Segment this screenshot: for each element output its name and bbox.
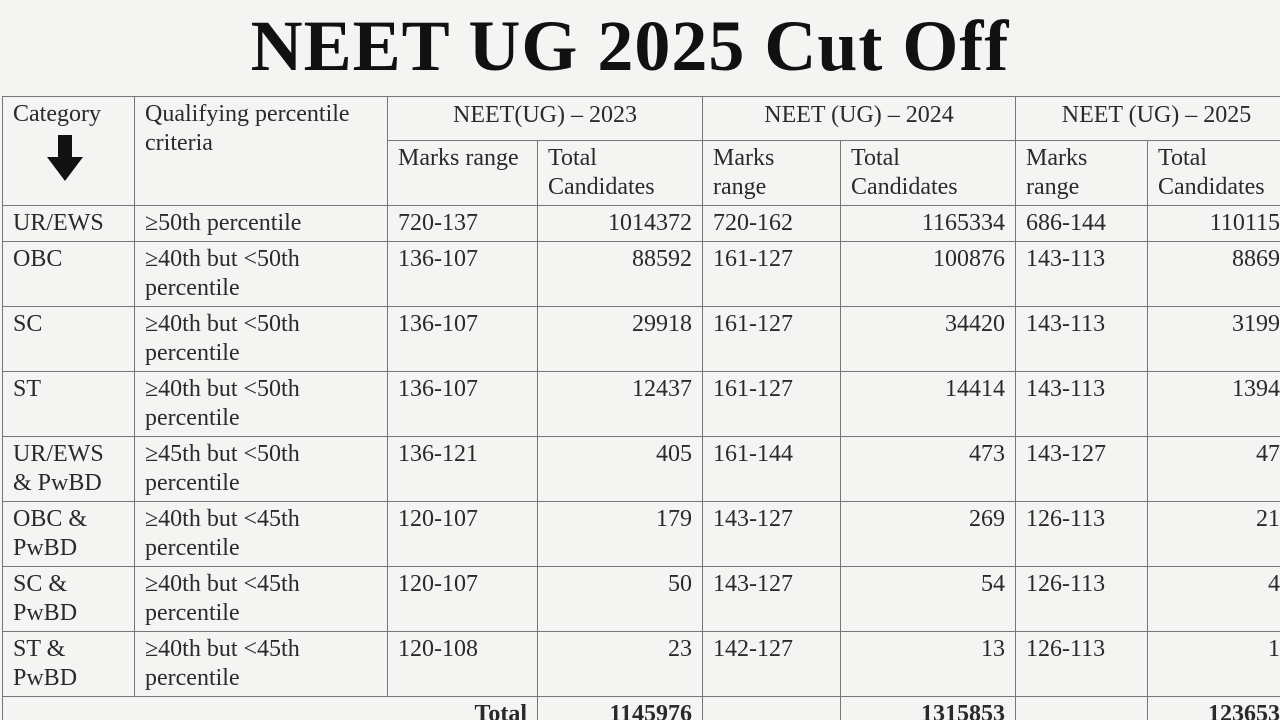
cell: ≥40th but <50th percentile [134,241,388,307]
criteria-header: Qualifying percentile criteria [134,96,388,206]
cell: 161-127 [702,241,841,307]
cell: 100876 [840,241,1016,307]
cell: 126-113 [1015,566,1148,632]
cell: 29918 [537,306,703,372]
cell: UR/EWS & PwBD [2,436,135,502]
subheader-row: Marks range Total Candidates Marks range To… [3,140,1280,206]
data-row: SC & PwBD ≥40th but <45th percentile 120-1… [2,566,1280,632]
data-row: UR/EWS ≥50th percentile 720-137 1014372 720-… [2,205,1280,242]
total-value: 1145976 [537,696,703,720]
cutoff-table: Category Qualifying percentile criteria NE… [2,96,1280,720]
cell: SC [2,306,135,372]
page-title: NEET UG 2025 Cut Off [250,6,1010,86]
cell: 120-108 [387,631,538,697]
cell: 143-113 [1015,241,1148,307]
cell: 34420 [840,306,1016,372]
year-header: NEET(UG) – 2023 [387,96,703,141]
cell: 143-113 [1015,371,1148,437]
cell: 720-162 [702,205,841,242]
cell: 50 [537,566,703,632]
cell: 143-127 [702,501,841,567]
cell: ≥40th but <45th percentile [134,566,388,632]
cell: ≥40th but <45th percentile [134,501,388,567]
total-value: 1315853 [840,696,1016,720]
cell: 136-107 [387,371,538,437]
cell: 1014372 [537,205,703,242]
data-row: ST ≥40th but <50th percentile 136-107 12437… [2,371,1280,437]
cell: 136-107 [387,306,538,372]
cell: UR/EWS [2,205,135,242]
cell: 8869 [1147,241,1280,307]
cell: ≥40th but <50th percentile [134,371,388,437]
total-value: 123653 [1147,696,1280,720]
subheader: Total Candidates [537,140,703,206]
year-header: NEET (UG) – 2025 [1015,96,1280,141]
cell: OBC [2,241,135,307]
cell: 54 [840,566,1016,632]
subheader: Total Candidates [840,140,1016,206]
down-arrow-icon [47,135,83,181]
cell: ≥50th percentile [134,205,388,242]
cell: ST [2,371,135,437]
cell: 1165334 [840,205,1016,242]
cell: 143-113 [1015,306,1148,372]
cell: 13 [840,631,1016,697]
total-label: Total [2,696,538,720]
cell: ≥45th but <50th percentile [134,436,388,502]
header-row: Category Qualifying percentile criteria NE… [2,96,1280,206]
data-row: OBC ≥40th but <50th percentile 136-107 8859… [2,241,1280,307]
cell: 4 [1147,566,1280,632]
cell: 23 [537,631,703,697]
cell: ≥40th but <45th percentile [134,631,388,697]
year-header: NEET (UG) – 2024 [702,96,1016,141]
cell: 161-144 [702,436,841,502]
cell: ST & PwBD [2,631,135,697]
cell: 136-121 [387,436,538,502]
cell: SC & PwBD [2,566,135,632]
cell: 1394 [1147,371,1280,437]
cell: ≥40th but <50th percentile [134,306,388,372]
subheader: Marks range [1015,140,1148,206]
cell: 120-107 [387,501,538,567]
cell: 12437 [537,371,703,437]
cell: 473 [840,436,1016,502]
cell: 1 [1147,631,1280,697]
cell: 179 [537,501,703,567]
subheader: Total Candidates [1147,140,1280,206]
cell: 47 [1147,436,1280,502]
cell: 14414 [840,371,1016,437]
data-row: ST & PwBD ≥40th but <45th percentile 120-1… [2,631,1280,697]
empty-cell [1015,696,1148,720]
data-row: OBC & PwBD ≥40th but <45th percentile 120-… [2,501,1280,567]
cell: 161-127 [702,306,841,372]
cell: 405 [537,436,703,502]
cell: 3199 [1147,306,1280,372]
data-row: SC ≥40th but <50th percentile 136-107 29918… [2,306,1280,372]
cell: 126-113 [1015,501,1148,567]
cell: 21 [1147,501,1280,567]
cell: 88592 [537,241,703,307]
data-row: UR/EWS & PwBD ≥45th but <50th percentile 1… [2,436,1280,502]
cell: 143-127 [1015,436,1148,502]
cell: 269 [840,501,1016,567]
cell: OBC & PwBD [2,501,135,567]
cell: 143-127 [702,566,841,632]
cell: 142-127 [702,631,841,697]
cell: 686-144 [1015,205,1148,242]
cell: 161-127 [702,371,841,437]
cell: 126-113 [1015,631,1148,697]
subheader: Marks range [387,140,538,206]
cell: 120-107 [387,566,538,632]
header-text: Qualifying percentile criteria [145,101,350,156]
empty-cell [702,696,841,720]
total-row: Total 1145976 1315853 123653 [2,696,1280,720]
cell: 720-137 [387,205,538,242]
cell: 136-107 [387,241,538,307]
subheader: Marks range [702,140,841,206]
header-text: Category [13,101,101,127]
category-header: Category [2,96,135,206]
cell: 110115 [1147,205,1280,242]
